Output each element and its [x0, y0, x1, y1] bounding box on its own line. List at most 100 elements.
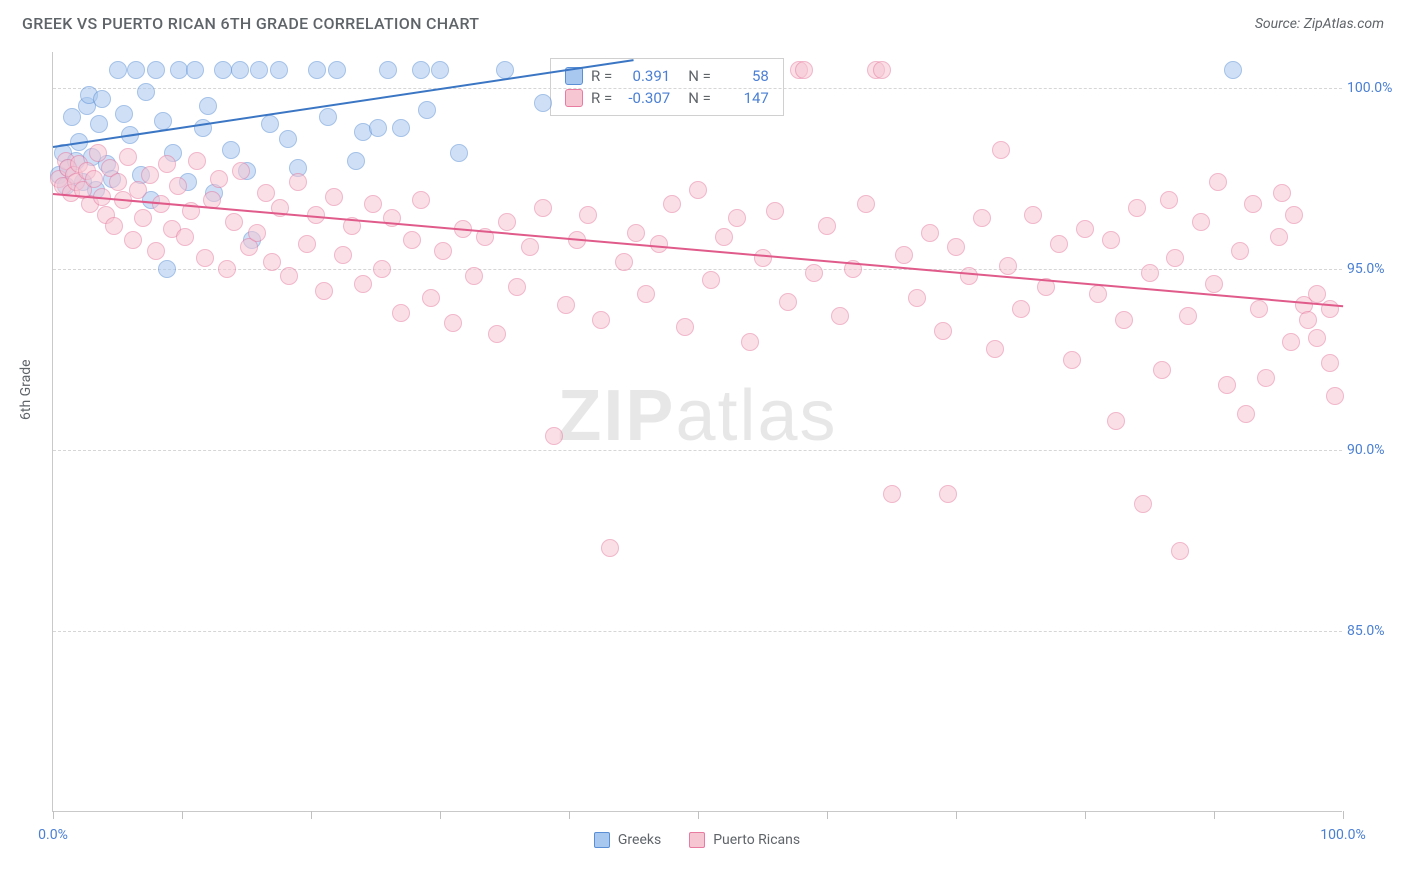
ytick-label: 95.0% [1347, 261, 1402, 277]
scatter-point [1299, 311, 1317, 329]
scatter-point [119, 148, 137, 166]
xtick [1214, 811, 1215, 819]
scatter-point [222, 141, 240, 159]
scatter-point [1244, 195, 1262, 213]
scatter-point [1326, 387, 1344, 405]
scatter-point [308, 61, 326, 79]
ytick-label: 85.0% [1347, 623, 1402, 639]
ytick-label: 90.0% [1347, 442, 1402, 458]
scatter-point [186, 61, 204, 79]
scatter-point [328, 61, 346, 79]
scatter-point [766, 202, 784, 220]
scatter-point [1089, 285, 1107, 303]
scatter-point [210, 170, 228, 188]
scatter-point [1237, 405, 1255, 423]
xtick [53, 811, 54, 819]
scatter-point [715, 228, 733, 246]
source-prefix: Source: [1255, 16, 1304, 32]
scatter-point [627, 224, 645, 242]
scatter-point [431, 61, 449, 79]
legend-n-value: 147 [719, 89, 769, 107]
scatter-point [1063, 351, 1081, 369]
scatter-point [279, 130, 297, 148]
xtick [569, 811, 570, 819]
scatter-point [93, 90, 111, 108]
scatter-point [412, 61, 430, 79]
scatter-point [689, 181, 707, 199]
gridline-h [53, 88, 1342, 89]
xtick [1343, 811, 1344, 819]
scatter-point [1050, 235, 1068, 253]
scatter-point [188, 152, 206, 170]
scatter-point [434, 242, 452, 260]
xtick [956, 811, 957, 819]
watermark: ZIPatlas [557, 375, 837, 457]
scatter-point [973, 209, 991, 227]
scatter-point [663, 195, 681, 213]
scatter-point [199, 97, 217, 115]
scatter-point [85, 170, 103, 188]
legend-series-label: Greeks [618, 832, 661, 848]
scatter-point [521, 238, 539, 256]
scatter-point [261, 115, 279, 133]
gridline-h [53, 450, 1342, 451]
scatter-point [1321, 354, 1339, 372]
scatter-point [831, 307, 849, 325]
scatter-point [450, 144, 468, 162]
scatter-point [1308, 285, 1326, 303]
scatter-point [1160, 191, 1178, 209]
scatter-point [637, 285, 655, 303]
scatter-point [127, 61, 145, 79]
scatter-point [534, 94, 552, 112]
scatter-point [779, 293, 797, 311]
scatter-point [939, 485, 957, 503]
scatter-point [422, 289, 440, 307]
scatter-point [908, 289, 926, 307]
scatter-point [1102, 231, 1120, 249]
scatter-point [248, 224, 266, 242]
scatter-point [857, 195, 875, 213]
scatter-point [947, 238, 965, 256]
watermark-part2: atlas [675, 376, 837, 456]
legend-r-value: 0.391 [620, 67, 670, 85]
legend-swatch [594, 832, 610, 848]
scatter-point [412, 191, 430, 209]
scatter-point [134, 209, 152, 227]
scatter-point [257, 184, 275, 202]
legend-n-label: N = [688, 67, 711, 85]
legend-swatch [565, 89, 583, 107]
scatter-point [1250, 300, 1268, 318]
header-row: GREEK VS PUERTO RICAN 6TH GRADE CORRELAT… [22, 14, 1384, 33]
scatter-point [1012, 300, 1030, 318]
scatter-point [1171, 542, 1189, 560]
xtick [827, 811, 828, 819]
scatter-point [225, 213, 243, 231]
legend-r-value: -0.307 [620, 89, 670, 107]
scatter-point [1273, 184, 1291, 202]
scatter-point [1128, 199, 1146, 217]
scatter-point [1270, 228, 1288, 246]
scatter-point [921, 224, 939, 242]
scatter-point [873, 61, 891, 79]
scatter-point [992, 141, 1010, 159]
bottom-legend-item: Greeks [594, 832, 661, 848]
scatter-point [392, 304, 410, 322]
source-name: ZipAtlas.com [1304, 16, 1384, 32]
scatter-point [1166, 249, 1184, 267]
scatter-point [1209, 173, 1227, 191]
scatter-point [1231, 242, 1249, 260]
scatter-point [818, 217, 836, 235]
ytick-label: 100.0% [1347, 80, 1402, 96]
scatter-point [115, 105, 133, 123]
scatter-point [250, 61, 268, 79]
scatter-point [392, 119, 410, 137]
scatter-point [105, 217, 123, 235]
scatter-point [137, 83, 155, 101]
legend-row: R =0.391N =58 [565, 65, 769, 87]
scatter-point [702, 271, 720, 289]
scatter-point [147, 242, 165, 260]
plot-area: ZIPatlas R =0.391N =58R =-0.307N =147 85… [52, 52, 1342, 812]
scatter-point [418, 101, 436, 119]
scatter-point [1179, 307, 1197, 325]
scatter-point [545, 427, 563, 445]
